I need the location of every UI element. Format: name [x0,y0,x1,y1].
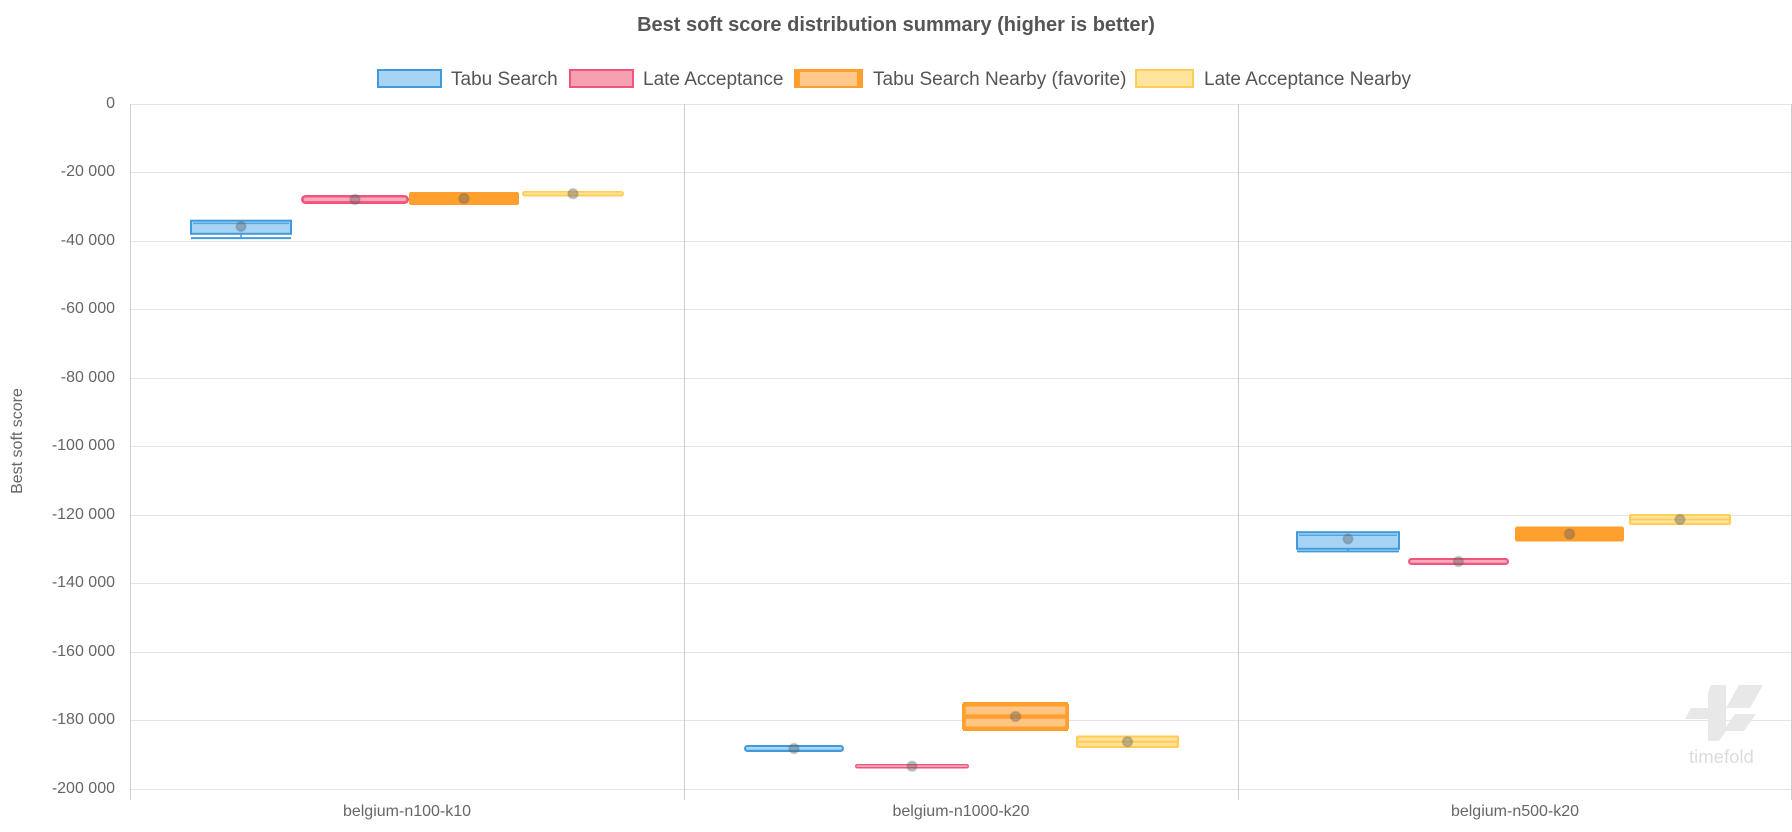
svg-text:timefold: timefold [1689,746,1754,767]
